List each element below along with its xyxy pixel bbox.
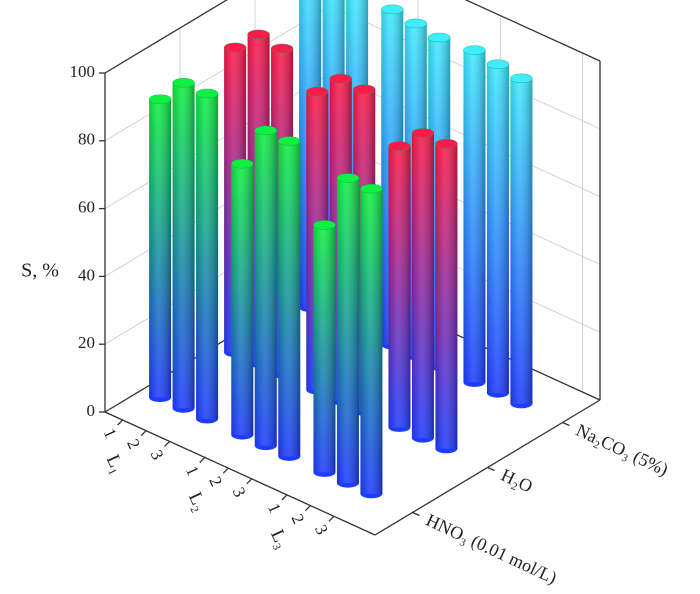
cylinder-top — [388, 141, 411, 151]
cylinder-shade — [172, 82, 195, 409]
cylinder-top — [278, 136, 301, 146]
cylinder-top — [195, 88, 219, 99]
cylinder-shade — [435, 143, 458, 449]
y-tick-label: 80 — [78, 130, 95, 149]
x-tick-label: 1 — [100, 425, 121, 441]
z-tick — [487, 466, 495, 472]
x-tick — [140, 430, 147, 437]
z-tick-label: H₂O — [498, 465, 536, 497]
x-tick — [164, 440, 171, 447]
cylinder-shade — [463, 50, 486, 383]
cylinder-top — [148, 94, 172, 104]
x-tick-label: 3 — [311, 522, 332, 538]
cylinder-top — [329, 73, 352, 84]
x-group-label: L₃ — [266, 526, 293, 551]
x-tick-label: 1 — [182, 463, 203, 479]
x-tick — [199, 456, 206, 463]
cylinder-shade — [254, 130, 277, 446]
z-tick-label: Na₂CO₃ (5%) — [573, 420, 672, 481]
x-tick — [281, 494, 288, 501]
cylinder-top — [360, 183, 383, 194]
y-tick-label: 40 — [78, 265, 95, 284]
cylinder-top — [411, 128, 435, 138]
cylinder-shade — [411, 132, 434, 439]
cylinder-top — [254, 125, 277, 136]
y-tick-label: 60 — [78, 198, 95, 217]
x-group-label: L₂ — [184, 489, 211, 514]
grid-line — [104, 5, 331, 142]
cylinder-top — [435, 138, 458, 149]
x-tick-label: 3 — [147, 447, 168, 463]
cylinder-top — [270, 43, 294, 54]
x-tick — [328, 515, 335, 522]
cylinder-top — [231, 159, 254, 169]
cylinder-shade — [486, 64, 509, 394]
x-group-label: L₁ — [102, 452, 129, 477]
x-tick-label: 1 — [264, 500, 285, 516]
x-tick — [246, 478, 253, 485]
cylinder-top — [223, 42, 247, 53]
y-tick-label: 100 — [70, 62, 96, 81]
cylinder-shade — [336, 177, 359, 484]
cylinder-shade — [388, 146, 411, 428]
z-tick-label: HNO₃ (0.01 mol/L) — [423, 510, 560, 589]
cylinder-top — [336, 173, 360, 183]
x-tick-label: 2 — [205, 474, 226, 490]
x-tick-label: 2 — [287, 511, 308, 527]
cylinder-top — [353, 84, 376, 94]
x-tick-label: 2 — [123, 436, 144, 452]
top-edge — [104, 0, 228, 74]
cylinder-top — [306, 86, 329, 97]
cylinder-shade — [196, 93, 219, 419]
cylinder-top — [428, 32, 451, 43]
cylinder-shade — [149, 99, 172, 398]
cylinder-top — [486, 59, 510, 69]
x-tick-label: 3 — [229, 484, 250, 500]
cylinder-top — [404, 18, 427, 29]
cylinder-shade — [313, 224, 336, 473]
cylinder-shade — [360, 188, 383, 494]
grid-line — [104, 0, 228, 74]
x-axis — [104, 411, 376, 536]
cylinder-top — [463, 45, 486, 55]
top-edge — [464, 0, 601, 62]
cylinder-top — [381, 4, 404, 15]
cylinder-shade — [510, 78, 533, 404]
y-axis-label: S, % — [21, 260, 59, 282]
z-tick — [412, 511, 420, 517]
cylinder-top — [510, 73, 533, 84]
x-tick — [304, 505, 311, 512]
cylinder-top — [247, 29, 270, 40]
y-tick-label: 0 — [87, 401, 96, 420]
cylinder-shade — [231, 163, 254, 435]
y-tick-label: 20 — [78, 333, 95, 352]
x-tick — [222, 467, 229, 474]
cylinder-top — [313, 220, 336, 230]
z-tick — [562, 421, 570, 427]
cylinder-top — [172, 78, 195, 88]
x-tick — [117, 419, 124, 426]
cylinder-shade — [278, 141, 301, 457]
